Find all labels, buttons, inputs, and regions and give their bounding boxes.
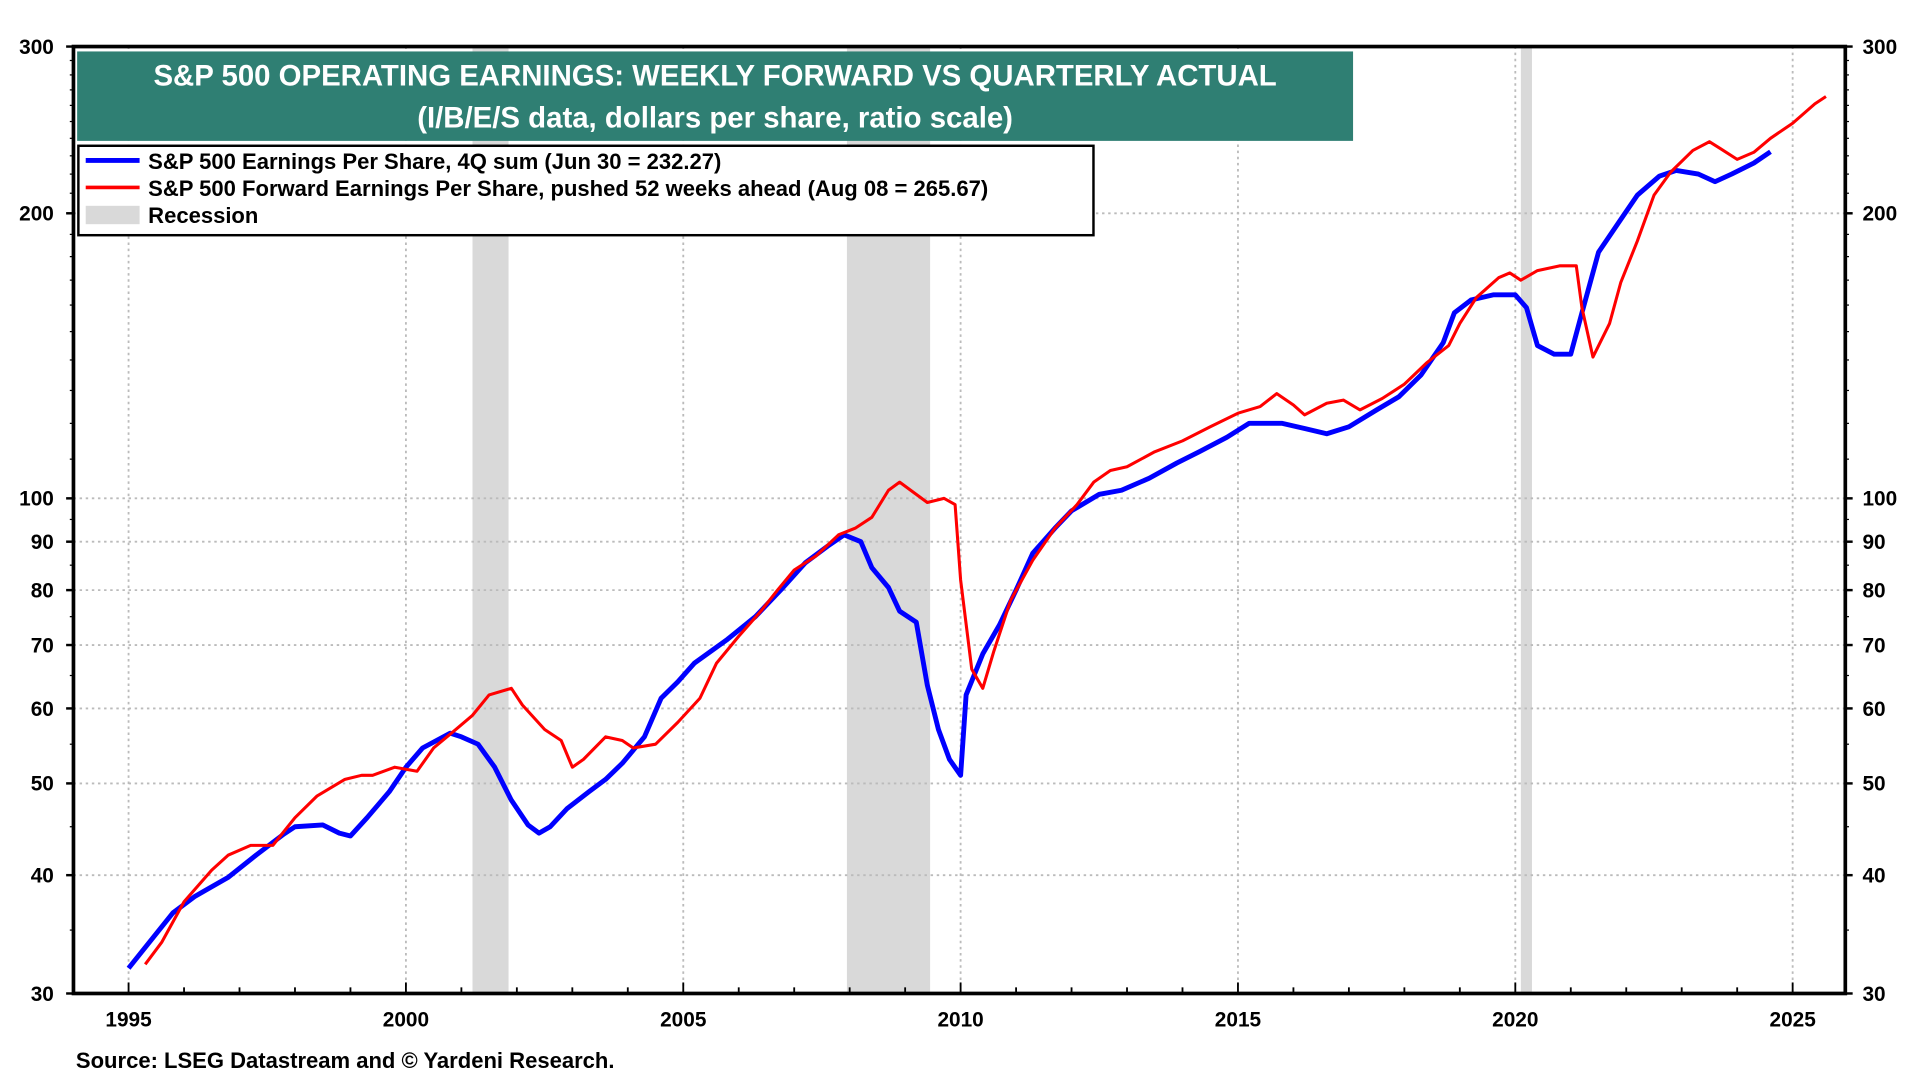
y-tick-label-right: 300 bbox=[1862, 36, 1897, 59]
x-tick-label: 2000 bbox=[383, 1009, 429, 1032]
x-tick-label: 1995 bbox=[105, 1009, 151, 1032]
y-tick-label-left: 100 bbox=[19, 488, 54, 511]
plot-frame bbox=[71, 44, 1848, 996]
x-tick-label: 2005 bbox=[660, 1009, 706, 1032]
y-tick-label-left: 60 bbox=[31, 698, 54, 721]
chart-title: S&P 500 OPERATING EARNINGS: WEEKLY FORWA… bbox=[153, 60, 1276, 93]
y-tick-label-right: 200 bbox=[1862, 203, 1897, 226]
y-tick-label-right: 40 bbox=[1862, 865, 1885, 888]
y-tick-label-right: 50 bbox=[1862, 773, 1885, 796]
legend-swatch-recession bbox=[85, 205, 140, 225]
y-tick-label-right: 70 bbox=[1862, 634, 1885, 657]
legend: S&P 500 Earnings Per Share, 4Q sum (Jun … bbox=[77, 144, 1095, 237]
legend-label-recession: Recession bbox=[148, 203, 258, 228]
recession-band bbox=[1520, 46, 1532, 994]
x-tick-label: 2020 bbox=[1492, 1009, 1538, 1032]
y-tick-label-left: 50 bbox=[31, 773, 54, 796]
y-tick-label-right: 30 bbox=[1862, 983, 1885, 1006]
x-tick-label: 2025 bbox=[1770, 1009, 1816, 1032]
series-lines bbox=[126, 95, 1827, 970]
axis-ticks: 30 30 40 40 50 50 60 60 70 70 80 80 90 90 100 100 200 200… bbox=[19, 36, 1897, 1032]
y-tick-label-left: 200 bbox=[19, 203, 54, 226]
forward-eps-line bbox=[143, 95, 1827, 966]
x-tick-label: 2015 bbox=[1215, 1009, 1261, 1032]
y-tick-label-left: 40 bbox=[31, 865, 54, 888]
title-box: S&P 500 OPERATING EARNINGS: WEEKLY FORWA… bbox=[77, 51, 1354, 141]
y-tick-label-right: 80 bbox=[1862, 579, 1885, 602]
source-note: Source: LSEG Datastream and © Yardeni Re… bbox=[76, 1048, 615, 1073]
legend-label-forward: S&P 500 Forward Earnings Per Share, push… bbox=[148, 176, 988, 201]
y-tick-label-left: 90 bbox=[31, 531, 54, 554]
y-tick-label-left: 30 bbox=[31, 983, 54, 1006]
y-tick-label-right: 100 bbox=[1862, 488, 1897, 511]
y-tick-label-left: 300 bbox=[19, 36, 54, 59]
chart-subtitle: (I/B/E/S data, dollars per share, ratio … bbox=[417, 101, 1013, 134]
y-tick-label-right: 60 bbox=[1862, 698, 1885, 721]
y-tick-label-left: 70 bbox=[31, 634, 54, 657]
y-tick-label-right: 90 bbox=[1862, 531, 1885, 554]
x-tick-label: 2010 bbox=[937, 1009, 983, 1032]
y-tick-label-left: 80 bbox=[31, 579, 54, 602]
legend-label-eps: S&P 500 Earnings Per Share, 4Q sum (Jun … bbox=[148, 149, 721, 174]
